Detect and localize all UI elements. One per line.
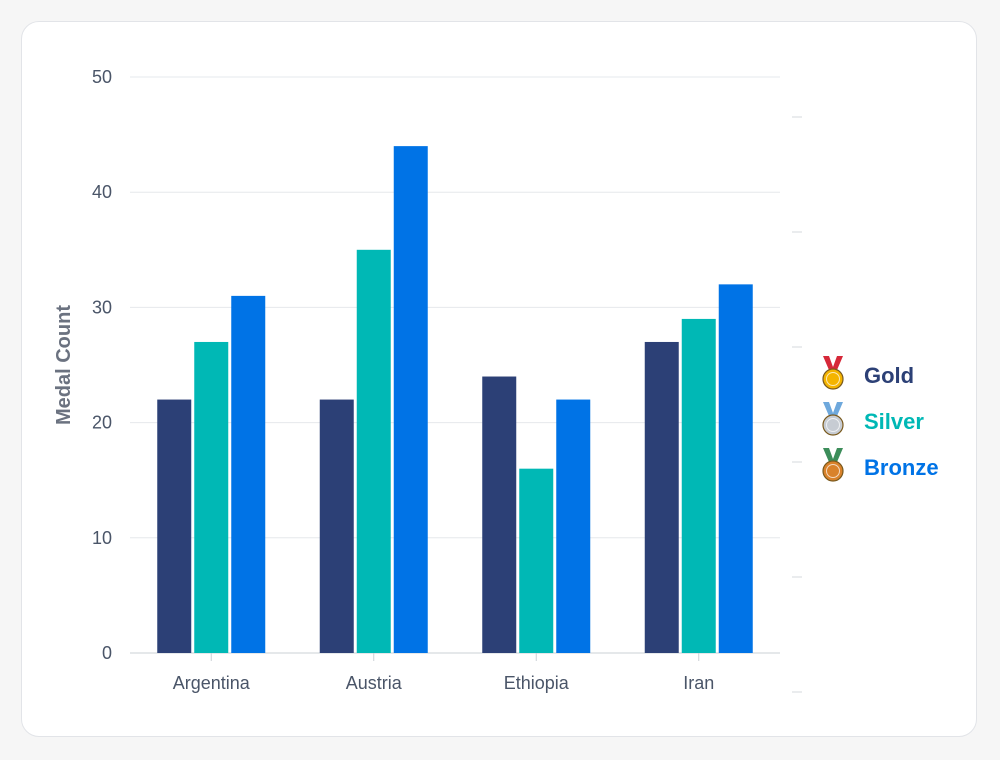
bar-silver-ethiopia[interactable]	[519, 468, 554, 653]
medal-disc	[822, 414, 844, 436]
legend-item-silver[interactable]: Silver	[822, 402, 924, 436]
medal-rim	[826, 418, 840, 432]
bronze-medal-icon	[822, 448, 844, 482]
gold-medal-icon	[822, 356, 844, 390]
medal-ribbon	[823, 448, 843, 462]
y-tick-label: 30	[92, 297, 112, 317]
bar-gold-ethiopia[interactable]	[482, 376, 517, 653]
bar-bronze-ethiopia[interactable]	[556, 399, 591, 653]
x-tick-label: Iran	[683, 673, 714, 693]
bars	[157, 146, 753, 654]
legend-item-bronze[interactable]: Bronze	[822, 448, 939, 482]
x-tick-label: Argentina	[173, 673, 251, 693]
medal-disc	[822, 460, 844, 482]
legend-label: Bronze	[864, 455, 939, 480]
bar-silver-iran[interactable]	[681, 318, 716, 653]
y-tick-label: 0	[102, 643, 112, 663]
bar-silver-argentina[interactable]	[194, 341, 229, 653]
medal-rim	[826, 372, 840, 386]
bar-bronze-austria[interactable]	[393, 146, 428, 653]
silver-medal-icon	[822, 402, 844, 436]
x-axis-tick-labels: Argentina Austria Ethiopia Iran	[173, 653, 714, 693]
medal-ribbon	[823, 356, 843, 370]
bar-gold-argentina[interactable]	[157, 399, 192, 653]
medal-ribbon	[823, 402, 843, 416]
legend-label: Silver	[864, 409, 924, 434]
medal-rim	[826, 464, 840, 478]
x-tick-label: Austria	[346, 673, 403, 693]
legend: Gold Silver Bronze	[822, 356, 939, 482]
y-tick-label: 10	[92, 528, 112, 548]
legend-item-gold[interactable]: Gold	[822, 356, 914, 390]
right-axis-ticks	[792, 116, 802, 693]
y-tick-label: 50	[92, 67, 112, 87]
bar-gold-austria[interactable]	[319, 399, 354, 653]
bar-bronze-argentina[interactable]	[231, 295, 266, 653]
x-tick-label: Ethiopia	[504, 673, 570, 693]
bar-silver-austria[interactable]	[356, 249, 391, 654]
bar-bronze-iran[interactable]	[718, 284, 753, 653]
y-axis-title: Medal Count	[53, 305, 75, 425]
y-tick-label: 40	[92, 182, 112, 202]
medal-disc	[822, 368, 844, 390]
y-axis-tick-labels: 0 10 20 30 40 50	[92, 67, 112, 663]
y-tick-label: 20	[92, 413, 112, 433]
legend-label: Gold	[864, 363, 914, 388]
bar-gold-iran[interactable]	[644, 341, 679, 653]
